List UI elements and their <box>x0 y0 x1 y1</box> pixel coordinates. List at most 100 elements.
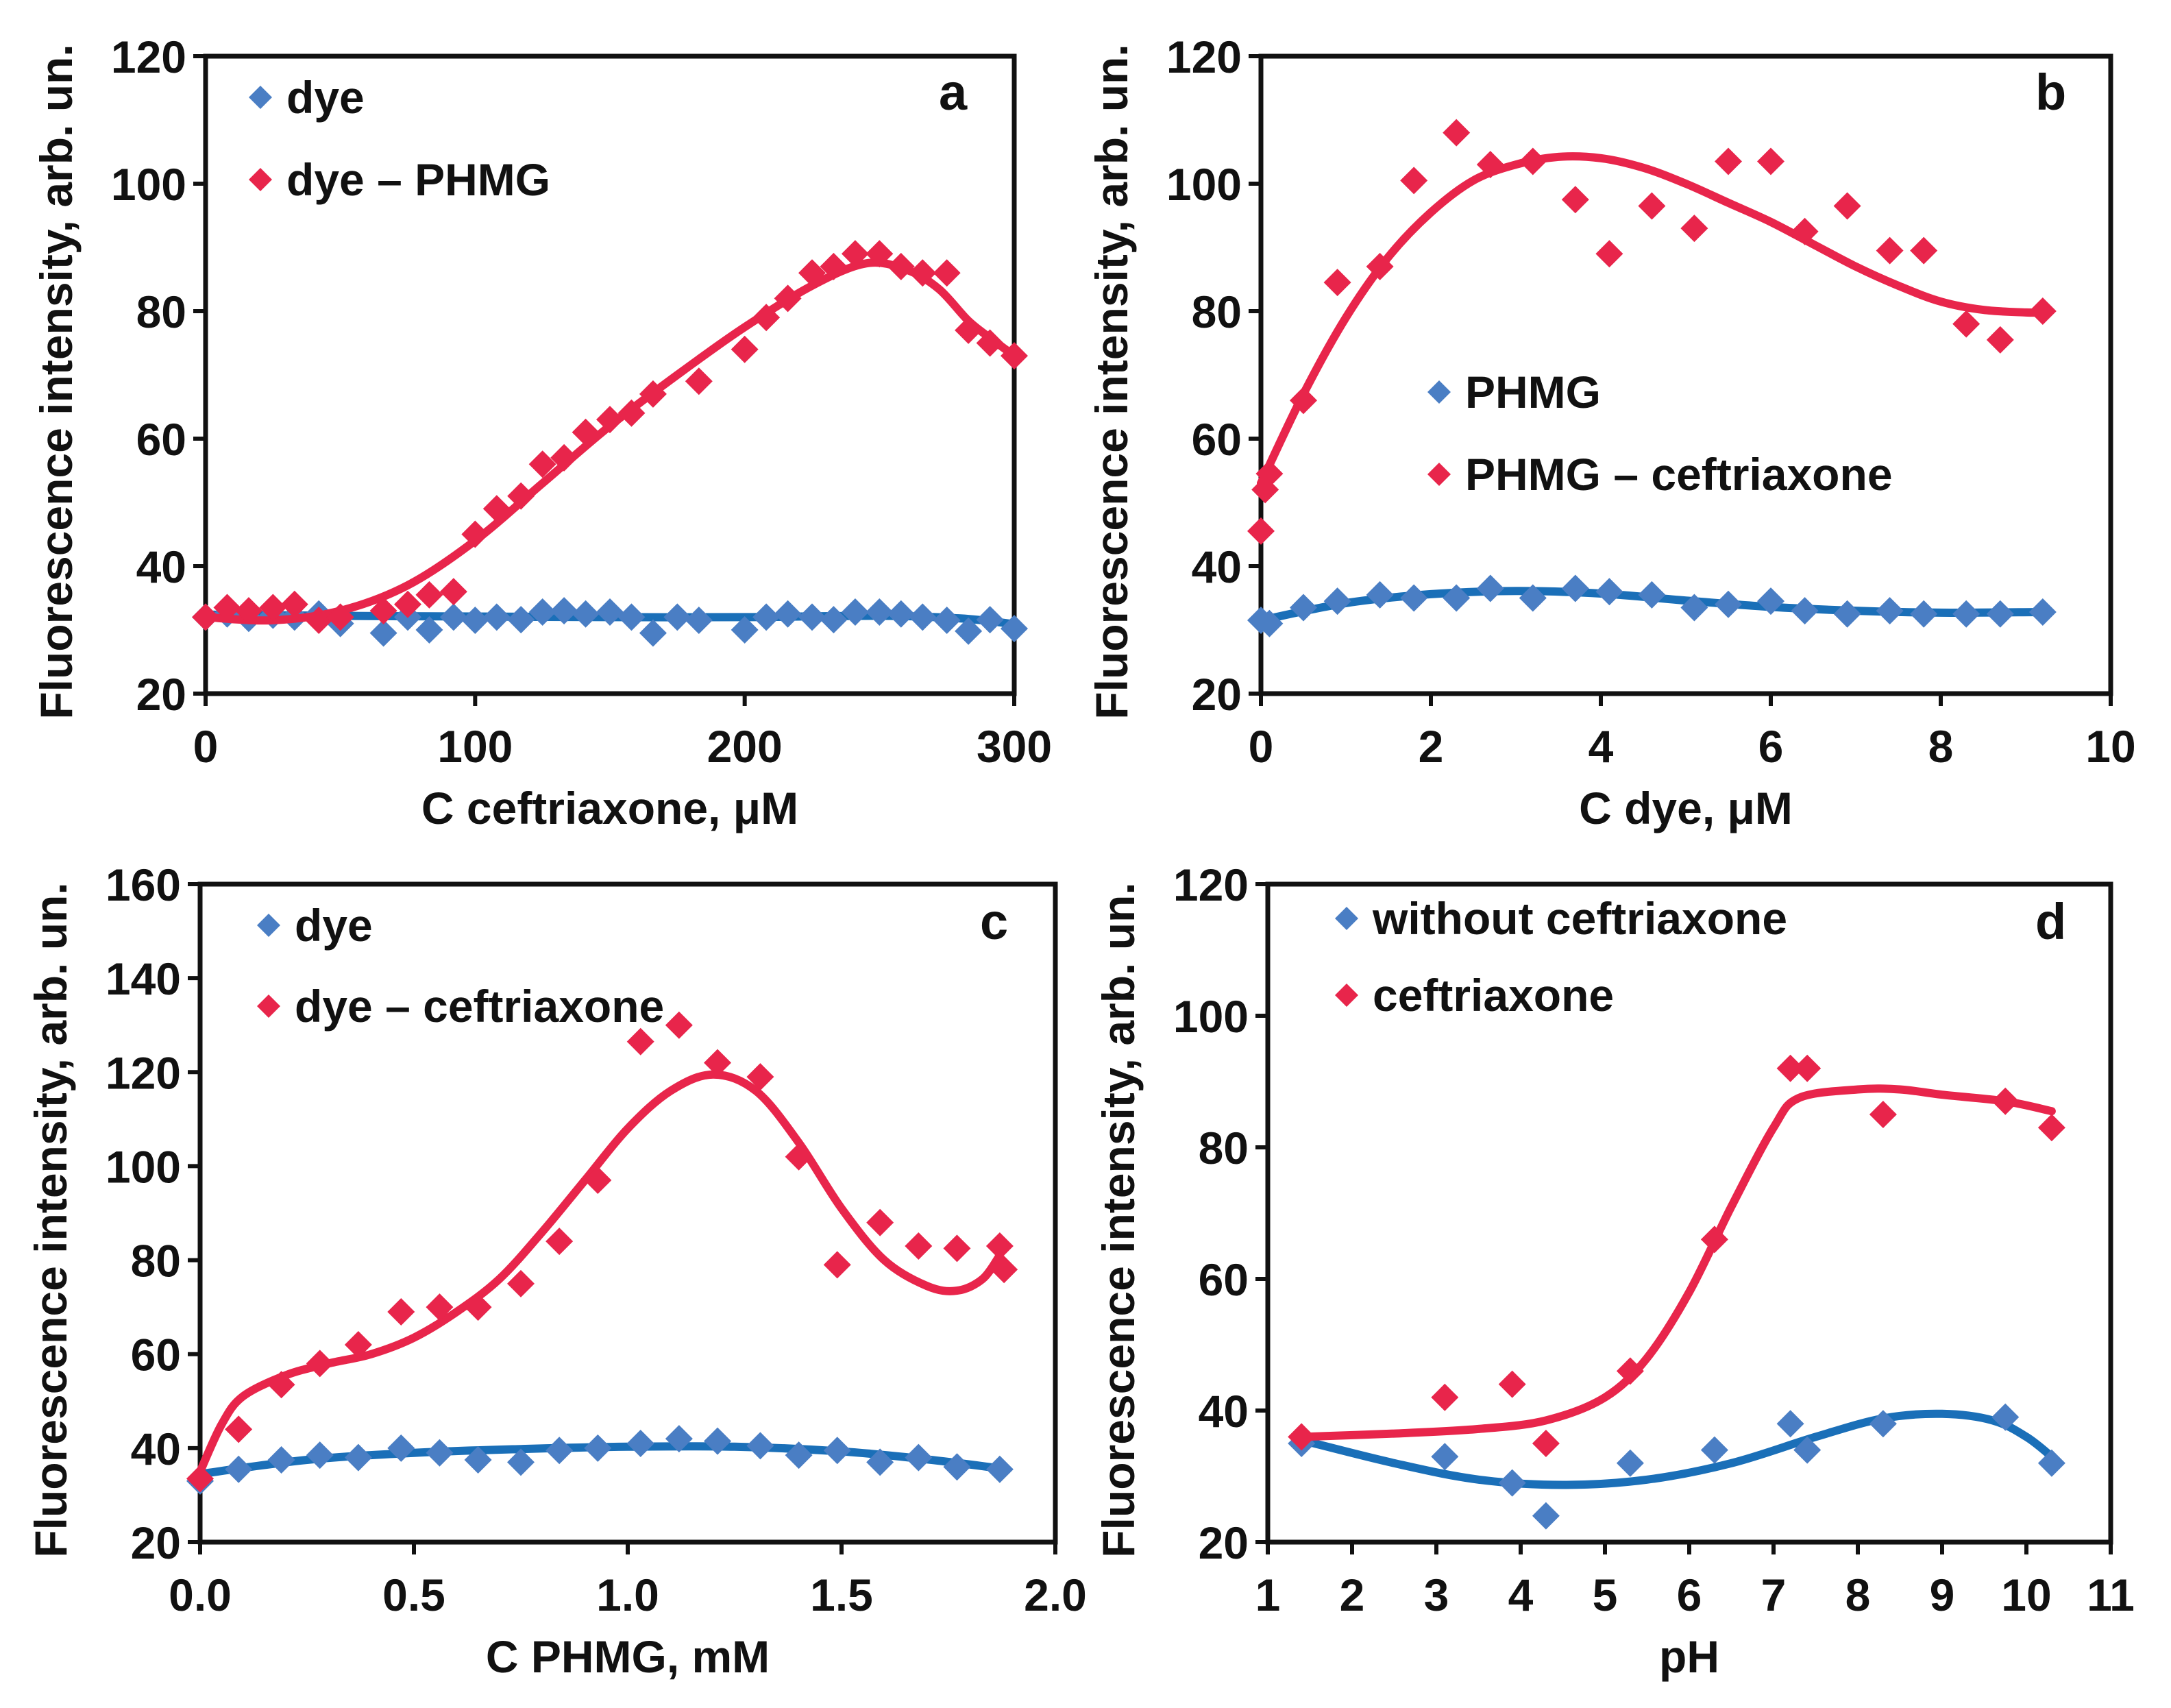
data-point <box>572 418 600 446</box>
y-tick-label: 140 <box>106 953 181 1004</box>
series-red <box>192 240 1028 635</box>
data-point <box>909 603 937 631</box>
data-point <box>507 1269 535 1297</box>
data-point <box>1431 1383 1459 1411</box>
x-tick-label: 100 <box>437 721 513 772</box>
data-point <box>866 1208 894 1236</box>
data-point <box>841 598 869 626</box>
data-point <box>976 329 1004 357</box>
x-axis-label: C ceftriaxone, μM <box>421 783 798 833</box>
data-point <box>1791 597 1819 625</box>
x-tick-label: 1 <box>1255 1570 1281 1620</box>
plot-frame <box>203 53 1017 696</box>
data-point <box>1476 151 1504 179</box>
data-point <box>665 1425 693 1453</box>
legend-label: dye <box>286 72 365 123</box>
data-point <box>774 284 802 313</box>
data-point <box>415 581 443 609</box>
data-point <box>665 1011 693 1039</box>
x-tick-label: 4 <box>1508 1570 1534 1620</box>
data-point <box>344 1331 372 1358</box>
data-point <box>1991 1403 2020 1431</box>
x-tick-label: 7 <box>1761 1570 1787 1620</box>
trend-line <box>1297 1409 2056 1489</box>
data-point <box>617 603 646 631</box>
y-tick-label: 80 <box>1199 1123 1249 1173</box>
data-point <box>626 1430 654 1457</box>
legend-label: PHMG – ceftriaxone <box>1465 449 1893 500</box>
y-tick-label: 120 <box>1173 859 1249 910</box>
data-point <box>528 450 556 478</box>
data-point <box>1952 310 1980 338</box>
data-point <box>439 578 467 606</box>
x-tick-label: 2.0 <box>1024 1570 1087 1620</box>
x-axis-label: C PHMG, mM <box>486 1631 770 1682</box>
data-point <box>1700 1225 1728 1254</box>
data-point <box>426 1439 454 1467</box>
data-point <box>731 616 759 644</box>
y-tick-label: 20 <box>1199 1517 1249 1568</box>
data-point <box>507 606 535 634</box>
data-point <box>259 594 287 622</box>
y-tick-label: 160 <box>106 859 181 910</box>
panel-letter: c <box>980 893 1008 950</box>
data-point <box>841 240 869 268</box>
y-tick-label: 20 <box>131 1517 181 1568</box>
y-tick-label: 60 <box>136 414 186 465</box>
data-point <box>267 1371 295 1399</box>
data-point <box>1700 1436 1728 1464</box>
data-point <box>387 1298 415 1326</box>
data-point <box>1443 584 1471 612</box>
data-point <box>1561 574 1589 602</box>
data-point <box>1443 119 1471 147</box>
data-point <box>1323 269 1351 297</box>
x-tick-label: 200 <box>707 721 783 772</box>
y-tick-label: 80 <box>136 286 186 337</box>
data-point <box>2037 1114 2065 1142</box>
legend-label: dye – ceftriaxone <box>295 981 664 1032</box>
data-point <box>933 259 961 287</box>
data-point <box>507 482 535 510</box>
data-point <box>905 1443 933 1472</box>
data-point <box>752 304 781 332</box>
data-point <box>1791 217 1819 245</box>
data-point <box>1595 240 1623 268</box>
data-point <box>394 590 421 618</box>
data-point <box>1833 600 1861 628</box>
data-point <box>1715 147 1742 175</box>
y-tick-label: 120 <box>106 1047 181 1098</box>
panel-letter: b <box>2035 64 2066 121</box>
y-tick-label: 100 <box>111 159 186 210</box>
y-axis-label: Fluorescence intensity, arb. un. <box>31 44 82 719</box>
data-point <box>464 1293 492 1321</box>
panel-a: 20 40 60 80 100 120 0 100 200 300 C ceftriaxone, μ… <box>31 32 1052 833</box>
data-point <box>369 619 397 647</box>
data-point <box>985 1455 1014 1483</box>
y-tick-label: 100 <box>106 1141 181 1192</box>
data-point <box>746 1432 774 1460</box>
data-point <box>1793 1054 1822 1082</box>
data-point <box>731 335 759 363</box>
data-point <box>426 1293 454 1321</box>
data-point <box>461 607 489 635</box>
data-point <box>798 603 826 631</box>
data-point <box>1869 1410 1897 1438</box>
data-point <box>887 600 915 628</box>
data-point <box>1001 615 1028 643</box>
y-tick-label: 20 <box>136 669 186 720</box>
data-point <box>482 603 511 631</box>
data-point <box>1757 587 1784 615</box>
data-point <box>1757 147 1784 175</box>
data-point <box>985 1232 1014 1260</box>
data-point <box>639 380 667 408</box>
data-point <box>1680 215 1708 243</box>
data-point <box>1986 600 2014 628</box>
data-point <box>704 1049 732 1077</box>
data-point <box>1400 584 1428 612</box>
data-point <box>1986 326 2014 354</box>
x-tick-label: 2 <box>1340 1570 1365 1620</box>
data-point <box>464 1446 492 1474</box>
x-tick-label: 10 <box>2085 721 2135 772</box>
data-point <box>1290 594 1317 622</box>
